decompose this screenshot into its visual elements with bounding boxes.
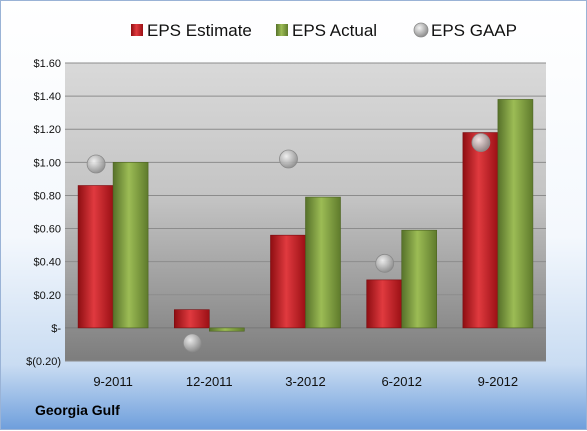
marker-eps-gaap — [375, 253, 395, 273]
bar-eps-actual — [209, 327, 245, 332]
x-tick-label: 9-2011 — [93, 374, 133, 389]
gaap-markers — [86, 133, 491, 353]
y-tick-label: $1.20 — [33, 124, 61, 136]
legend-swatch-eps-gaap — [413, 22, 429, 38]
legend-swatch-eps-estimate — [131, 24, 143, 36]
bars — [77, 99, 534, 332]
legend-label: EPS Actual — [292, 21, 377, 40]
y-tick-label: $1.00 — [33, 157, 61, 169]
x-tick-label: 6-2012 — [381, 374, 421, 389]
bar-eps-estimate — [174, 309, 210, 329]
bar-eps-actual — [305, 196, 341, 329]
y-tick-label: $0.60 — [33, 224, 61, 236]
legend-label: EPS Estimate — [147, 21, 252, 40]
y-tick-label: $1.60 — [33, 58, 61, 70]
bar-eps-estimate — [366, 279, 403, 329]
y-tick-label: $1.40 — [33, 91, 61, 103]
legend: EPS Estimate EPS Actual EPS GAAP — [131, 21, 517, 40]
y-tick-label: $0.80 — [33, 190, 61, 202]
x-tick-label: 9-2012 — [478, 374, 518, 389]
bar-eps-estimate — [77, 185, 114, 329]
y-tick-label: $0.20 — [33, 290, 61, 302]
y-tick-label: $- — [51, 323, 61, 335]
legend-label: EPS GAAP — [431, 21, 517, 40]
x-axis-labels: 9-2011 12-2011 3-2012 6-2012 9-2012 — [93, 374, 518, 389]
bar-eps-actual — [401, 229, 438, 329]
x-tick-label: 12-2011 — [186, 374, 233, 389]
x-tick-label: 3-2012 — [285, 374, 325, 389]
marker-eps-gaap — [182, 333, 202, 353]
marker-eps-gaap — [279, 149, 298, 169]
marker-eps-gaap — [471, 133, 491, 152]
y-tick-label: $(0.20) — [26, 356, 61, 368]
company-label: Georgia Gulf — [35, 402, 120, 418]
bar-eps-estimate — [462, 132, 499, 329]
legend-swatch-eps-actual — [276, 24, 288, 36]
marker-eps-gaap — [86, 154, 106, 174]
y-axis-ticks: $1.60 $1.40 $1.20 $1.00 $0.80 $0.60 $0.40 $0.20… — [26, 58, 61, 368]
bar-eps-actual — [497, 99, 534, 329]
y-tick-label: $0.40 — [33, 257, 61, 269]
bar-eps-estimate — [270, 234, 306, 329]
bar-eps-actual — [112, 162, 149, 329]
